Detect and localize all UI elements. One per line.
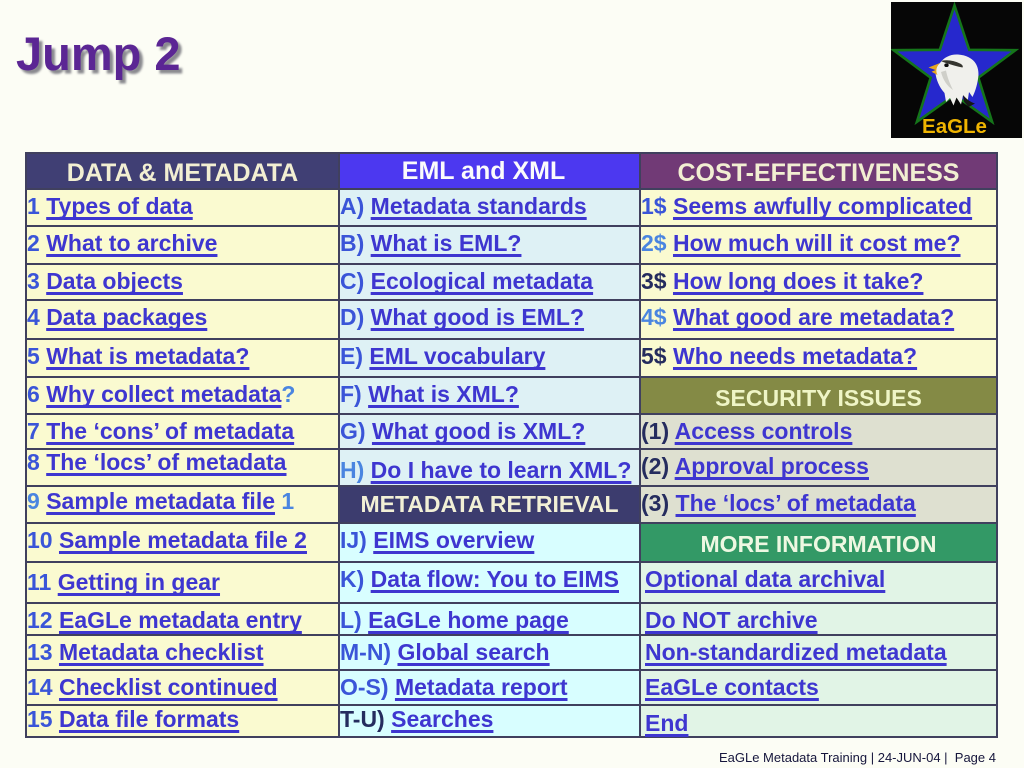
svg-text:EaGLe: EaGLe	[922, 115, 987, 138]
